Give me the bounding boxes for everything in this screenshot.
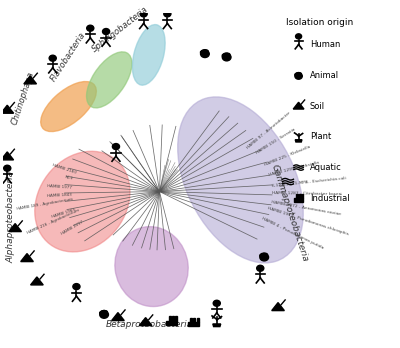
- Circle shape: [87, 25, 94, 31]
- Text: HAMBI 1977: HAMBI 1977: [47, 184, 72, 189]
- Text: Industrial: Industrial: [310, 194, 349, 203]
- Circle shape: [297, 72, 300, 75]
- Circle shape: [260, 254, 263, 257]
- Polygon shape: [24, 76, 36, 84]
- Circle shape: [295, 73, 298, 76]
- Circle shape: [226, 53, 230, 56]
- Polygon shape: [1, 152, 14, 160]
- Text: Aquatic: Aquatic: [310, 163, 342, 172]
- Polygon shape: [272, 303, 284, 311]
- Text: HAMBI 189 - Agrobacterium: HAMBI 189 - Agrobacterium: [16, 197, 74, 211]
- Polygon shape: [213, 324, 221, 327]
- Text: HAMBI 1287 - Citrobacter koseri: HAMBI 1287 - Citrobacter koseri: [272, 191, 342, 196]
- Circle shape: [202, 50, 205, 53]
- Circle shape: [296, 73, 299, 75]
- Circle shape: [222, 54, 226, 57]
- Circle shape: [203, 50, 207, 53]
- Polygon shape: [139, 318, 152, 326]
- Polygon shape: [9, 223, 22, 231]
- Text: HAMBI 1972 - Aeromonas caviae: HAMBI 1972 - Aeromonas caviae: [270, 200, 341, 216]
- Text: HAMBI 1299 - Klebsiella: HAMBI 1299 - Klebsiella: [269, 160, 320, 177]
- Circle shape: [112, 144, 120, 150]
- Text: Sphingobacteria: Sphingobacteria: [90, 5, 150, 54]
- Text: HAMBI 4 - Pseudomonas putida: HAMBI 4 - Pseudomonas putida: [261, 216, 324, 250]
- Polygon shape: [194, 318, 196, 322]
- Text: Gammaproteobacteria: Gammaproteobacteria: [270, 163, 310, 263]
- Ellipse shape: [115, 227, 188, 307]
- Text: Alphaproteobacteria: Alphaproteobacteria: [7, 171, 16, 263]
- Text: K-12 JE2571-MPA - Escherichia coli: K-12 JE2571-MPA - Escherichia coli: [272, 176, 346, 188]
- Polygon shape: [190, 318, 192, 322]
- Ellipse shape: [86, 52, 132, 108]
- Polygon shape: [295, 140, 302, 142]
- Text: HAMBI 216 - Agrobacterium: HAMBI 216 - Agrobacterium: [26, 208, 80, 235]
- Polygon shape: [166, 321, 177, 325]
- Circle shape: [257, 265, 264, 271]
- Circle shape: [222, 54, 231, 61]
- Text: NC1: NC1: [65, 175, 74, 180]
- Text: HAMBI 1965: HAMBI 1965: [51, 207, 76, 219]
- Circle shape: [223, 53, 227, 56]
- Ellipse shape: [41, 81, 96, 132]
- Circle shape: [225, 53, 228, 56]
- Ellipse shape: [178, 97, 303, 263]
- Circle shape: [200, 51, 204, 54]
- Polygon shape: [197, 318, 198, 322]
- Text: HAMBI 97 - Acinetobacter: HAMBI 97 - Acinetobacter: [246, 111, 291, 150]
- Circle shape: [102, 29, 110, 34]
- Circle shape: [73, 284, 80, 290]
- Circle shape: [140, 11, 147, 17]
- Polygon shape: [294, 198, 303, 201]
- Circle shape: [100, 311, 103, 315]
- Text: Chitinophaga: Chitinophaga: [10, 70, 36, 126]
- Circle shape: [296, 34, 302, 39]
- Circle shape: [102, 310, 106, 313]
- Polygon shape: [168, 316, 170, 321]
- Ellipse shape: [35, 151, 130, 252]
- Ellipse shape: [132, 25, 165, 85]
- Circle shape: [205, 50, 208, 53]
- Circle shape: [298, 73, 302, 75]
- Polygon shape: [175, 316, 177, 321]
- Text: Soil: Soil: [310, 102, 325, 111]
- Circle shape: [164, 11, 171, 17]
- Circle shape: [262, 253, 266, 256]
- Circle shape: [4, 165, 11, 171]
- Circle shape: [104, 311, 108, 314]
- Text: HAMBI 1843: HAMBI 1843: [47, 193, 72, 198]
- Circle shape: [100, 311, 108, 318]
- Text: Flavobacteria: Flavobacteria: [49, 30, 88, 83]
- Circle shape: [264, 253, 268, 256]
- Circle shape: [260, 254, 268, 261]
- Circle shape: [200, 50, 209, 57]
- Text: Plant: Plant: [310, 132, 331, 141]
- Circle shape: [261, 253, 264, 256]
- Text: Betaproteobacteria: Betaproteobacteria: [106, 321, 193, 330]
- Text: HAMBI 225 - Klebsiella: HAMBI 225 - Klebsiella: [264, 145, 311, 167]
- Text: Human: Human: [310, 40, 340, 49]
- Circle shape: [295, 73, 302, 79]
- Text: HAMBI 1977 - Pseudomonas chloraphis: HAMBI 1977 - Pseudomonas chloraphis: [266, 206, 348, 236]
- Polygon shape: [188, 322, 198, 326]
- Polygon shape: [21, 254, 33, 262]
- Polygon shape: [299, 194, 301, 198]
- Polygon shape: [172, 316, 174, 321]
- Circle shape: [101, 311, 104, 314]
- Text: HAMBI 2217: HAMBI 2217: [60, 220, 84, 236]
- Polygon shape: [293, 102, 304, 109]
- Polygon shape: [1, 105, 14, 113]
- Text: HAMBI 2160: HAMBI 2160: [52, 163, 76, 175]
- Polygon shape: [30, 277, 43, 285]
- Polygon shape: [296, 194, 298, 198]
- Circle shape: [213, 300, 220, 306]
- Text: Isolation origin: Isolation origin: [286, 18, 353, 27]
- Text: Animal: Animal: [310, 71, 339, 80]
- Polygon shape: [302, 194, 303, 198]
- Circle shape: [49, 55, 56, 61]
- Text: HAMBI 150 - Serratia: HAMBI 150 - Serratia: [255, 127, 296, 155]
- Polygon shape: [112, 313, 124, 321]
